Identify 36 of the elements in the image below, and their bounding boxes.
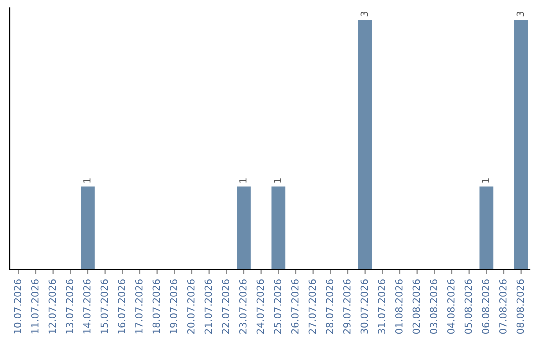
x-tick-label: 30.07.2026 [360,280,368,334]
x-tick-label: 28.07.2026 [326,280,334,334]
x-tick-label: 25.07.2026 [274,280,282,334]
x-tick-label: 15.07.2026 [100,280,108,334]
x-tick-label: 03.08.2026 [430,280,438,334]
x-tick-label: 14.07.2026 [83,280,91,334]
x-tick-label: 20.07.2026 [187,280,195,334]
x-tick-label: 31.07.2026 [378,280,386,334]
x-tick-label: 10.07.2026 [14,280,22,334]
x-tick-label: 11.07.2026 [31,280,39,334]
x-tick-label: 06.08.2026 [482,280,490,334]
x-tick-label: 07.08.2026 [499,280,507,334]
x-tick-label: 01.08.2026 [395,280,403,334]
x-tick-label: 22.07.2026 [222,280,230,334]
x-tick-label: 02.08.2026 [412,280,420,334]
x-tick-label: 05.08.2026 [464,280,472,334]
x-tick-label: 29.07.2026 [343,280,351,334]
x-tick-label: 27.07.2026 [308,280,316,334]
x-tick-label: 26.07.2026 [291,280,299,334]
x-tick-label: 12.07.2026 [48,280,56,334]
x-tick-label: 19.07.2026 [170,280,178,334]
data-label: 1 [482,178,490,183]
x-tick-label: 18.07.2026 [152,280,160,334]
x-tick-label: 21.07.2026 [204,280,212,334]
data-label: 1 [274,178,282,183]
data-label: 1 [240,178,247,183]
x-tick-label: 17.07.2026 [135,280,143,334]
x-tick-label: 23.07.2026 [239,280,247,334]
x-tick-label: 04.08.2026 [447,280,455,334]
x-tick-label: 13.07.2026 [66,280,74,334]
data-label: 3 [516,12,524,17]
x-tick-label: 24.07.2026 [256,280,264,334]
x-tick-label: 08.08.2026 [516,280,524,334]
data-label: 3 [360,12,368,17]
data-label: 1 [84,178,91,183]
x-tick-label: 16.07.2026 [118,280,126,334]
